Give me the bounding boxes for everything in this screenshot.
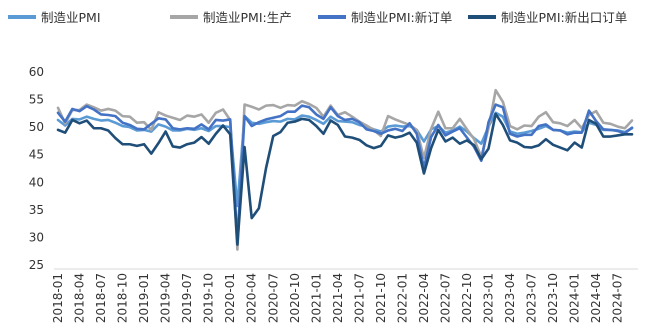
x-tick-label: 2021-01 xyxy=(309,273,323,323)
legend-label: 制造业PMI:新出口订单 xyxy=(501,10,627,25)
x-tick-label: 2021-07 xyxy=(352,273,366,323)
x-tick-label: 2024-01 xyxy=(568,273,582,323)
x-tick-label: 2019-04 xyxy=(159,273,173,323)
x-tick-label: 2023-07 xyxy=(525,273,539,323)
x-tick-label: 2021-10 xyxy=(374,273,388,323)
x-tick-label: 2018-04 xyxy=(73,273,87,323)
legend: 制造业PMI 制造业PMI:生产 制造业PMI:新订单 制造业PMI:新出口订单 xyxy=(8,10,627,25)
x-tick-label: 2020-10 xyxy=(288,273,302,323)
x-tick-label: 2018-07 xyxy=(94,273,108,323)
x-tick-label: 2023-01 xyxy=(482,273,496,323)
series-layer xyxy=(56,88,634,251)
legend-item: 制造业PMI:新出口订单 xyxy=(468,10,627,25)
axis-layer: 25 30 35 40 45 50 55 60 2018-01 2018-04 2018-07 201… xyxy=(29,65,638,323)
x-tick-label: 2022-01 xyxy=(395,273,409,323)
y-tick-label: 25 xyxy=(29,258,44,272)
series-line xyxy=(56,88,634,251)
x-tick-label: 2020-04 xyxy=(245,273,259,323)
x-tick-label: 2019-01 xyxy=(137,273,151,323)
x-tick-label: 2019-10 xyxy=(202,273,216,323)
x-tick-label: 2024-07 xyxy=(611,273,625,323)
y-tick-label: 35 xyxy=(29,203,44,217)
x-tick-label: 2023-10 xyxy=(546,273,560,323)
x-tick-label: 2020-01 xyxy=(223,273,237,323)
x-tick-label: 2022-04 xyxy=(417,273,431,323)
series-line xyxy=(56,103,634,243)
y-tick-label: 30 xyxy=(29,230,44,244)
legend-label: 制造业PMI xyxy=(41,10,101,25)
legend-item: 制造业PMI:生产 xyxy=(170,10,292,25)
x-tick-label: 2022-10 xyxy=(460,273,474,323)
x-tick-label: 2024-04 xyxy=(589,273,603,323)
y-tick-label: 50 xyxy=(29,120,44,134)
legend-label: 制造业PMI:新订单 xyxy=(351,10,452,25)
x-tick-label: 2023-04 xyxy=(503,273,517,323)
x-tick-label: 2019-07 xyxy=(180,273,194,323)
x-tick-label: 2020-07 xyxy=(266,273,280,323)
y-tick-label: 40 xyxy=(29,175,44,189)
series-line xyxy=(56,112,634,246)
legend-item: 制造业PMI:新订单 xyxy=(318,10,452,25)
x-tick-label: 2018-01 xyxy=(51,273,65,323)
series-line xyxy=(56,111,634,208)
x-tick-label: 2018-10 xyxy=(116,273,130,323)
x-tick-label: 2022-07 xyxy=(438,273,452,323)
y-tick-label: 55 xyxy=(29,93,44,107)
y-tick-label: 45 xyxy=(29,148,44,162)
legend-item: 制造业PMI xyxy=(8,10,101,25)
legend-label: 制造业PMI:生产 xyxy=(203,10,292,25)
x-tick-label: 2021-04 xyxy=(331,273,345,323)
y-tick-label: 60 xyxy=(29,65,44,79)
